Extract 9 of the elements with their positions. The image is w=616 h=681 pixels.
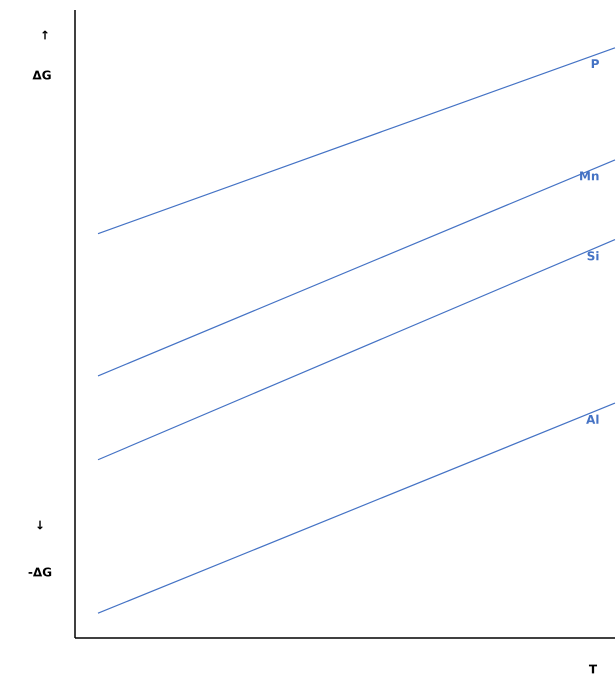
series-label: Si [588,251,599,260]
text: ↑ [42,30,48,40]
annotation: ↓ [37,520,43,530]
annotation: -ΔG [28,567,52,577]
x-axis-title: T [589,664,598,674]
series-label: Al [586,414,599,424]
series-label: P [592,59,600,68]
series-label: Mn [580,171,599,180]
annotation: ΔG [32,70,51,80]
